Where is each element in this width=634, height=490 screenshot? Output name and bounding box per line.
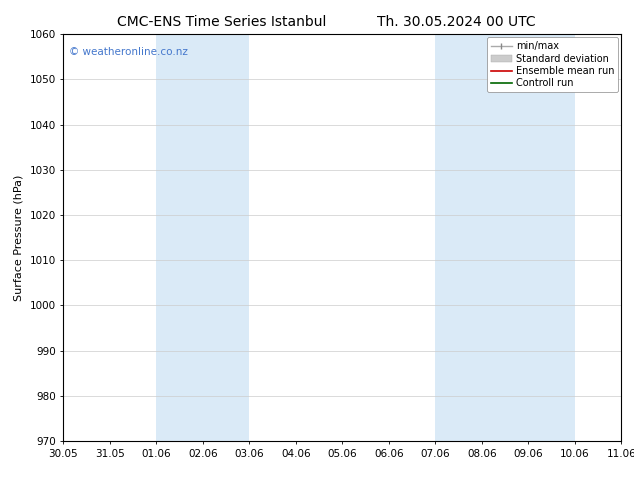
- Legend: min/max, Standard deviation, Ensemble mean run, Controll run: min/max, Standard deviation, Ensemble me…: [487, 37, 618, 92]
- Text: Th. 30.05.2024 00 UTC: Th. 30.05.2024 00 UTC: [377, 15, 536, 29]
- Text: CMC-ENS Time Series Istanbul: CMC-ENS Time Series Istanbul: [117, 15, 327, 29]
- Y-axis label: Surface Pressure (hPa): Surface Pressure (hPa): [14, 174, 24, 301]
- Text: © weatheronline.co.nz: © weatheronline.co.nz: [69, 47, 188, 56]
- Bar: [157, 34, 249, 441]
- Bar: [436, 34, 575, 441]
